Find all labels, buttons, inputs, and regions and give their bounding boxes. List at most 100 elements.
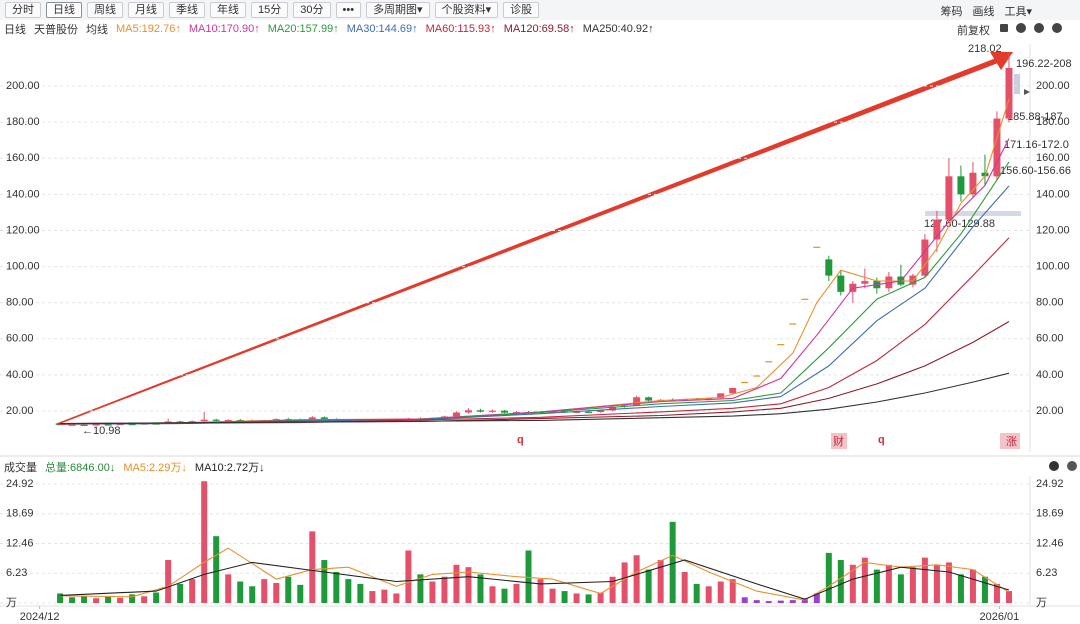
legend-entry: MA20:157.99↑	[267, 23, 339, 35]
candle-body	[56, 424, 64, 426]
volume-bar	[789, 600, 796, 603]
candle-body	[861, 281, 869, 284]
toolbar-button[interactable]: 画线	[972, 6, 995, 18]
volume-bar	[885, 564, 892, 603]
volume-bar	[237, 581, 244, 603]
candle-body	[957, 176, 965, 195]
candle-body	[945, 176, 953, 220]
volume-bar	[609, 576, 616, 603]
trend-arrow	[55, 58, 998, 425]
y-tick-label: 100.00	[6, 260, 40, 272]
volume-bar	[897, 574, 904, 603]
annotation: 171.16-172.0	[1004, 139, 1069, 151]
tab[interactable]: 个股资料▾	[434, 2, 499, 18]
volume-bar	[153, 592, 160, 603]
tab[interactable]: 分时	[5, 2, 41, 18]
volume-bar	[501, 588, 508, 603]
tab[interactable]: 季线	[169, 2, 205, 18]
volume-bar	[873, 569, 880, 603]
y-tick-label-right: 12.46	[1036, 537, 1064, 549]
volume-bar	[933, 564, 940, 603]
volume-bar	[345, 579, 352, 603]
candle-body	[464, 410, 472, 413]
settings-icon[interactable]	[1067, 461, 1077, 471]
volume-bar	[141, 596, 148, 603]
settings-icon[interactable]	[1052, 23, 1062, 33]
volume-bar	[969, 569, 976, 603]
y-tick-label: 140.00	[6, 188, 40, 200]
volume-bar	[981, 576, 988, 603]
annotation: 196.22-208	[1016, 58, 1072, 70]
candle-body	[116, 424, 124, 426]
volume-bar	[537, 579, 544, 603]
candle-body	[224, 420, 232, 422]
volume-bar	[465, 567, 472, 603]
y-tick-label: 200.00	[6, 80, 40, 92]
candle-body	[573, 411, 581, 413]
candle-body	[981, 172, 989, 177]
y-tick-label: 6.23	[6, 567, 27, 579]
legend: 日线 天普股份 均线 MA5:192.76↑ MA10:170.90↑ MA20:1…	[4, 21, 654, 37]
volume-bar	[561, 591, 568, 603]
candle-body	[969, 172, 977, 195]
tab[interactable]: 15分	[251, 2, 289, 18]
price-pointer	[1024, 89, 1030, 95]
event-marker: q	[878, 434, 885, 446]
tab[interactable]: 诊股	[503, 2, 540, 18]
tab[interactable]: 年线	[210, 2, 246, 18]
ma-line	[60, 547, 1010, 601]
y-tick-label-right: 100.00	[1036, 260, 1070, 272]
stock-name: 天普股份	[34, 24, 78, 36]
zoom-in-icon[interactable]	[1016, 23, 1026, 33]
y-tick-label-right: 160.00	[1036, 152, 1070, 164]
volume-bar	[729, 579, 736, 603]
volume-bar	[585, 594, 592, 603]
candle-body	[320, 417, 328, 419]
y-tick-label: 180.00	[6, 116, 40, 128]
volume-bar	[393, 593, 400, 603]
tab[interactable]: 30分	[293, 2, 331, 18]
tab[interactable]: 多周期图▾	[366, 2, 430, 18]
adjust-button[interactable]: 前复权	[957, 25, 990, 37]
tab[interactable]: 日线	[46, 2, 82, 18]
legend-entry: MA5:192.76↑	[116, 23, 181, 35]
candle-body	[176, 421, 184, 423]
volume-bar	[225, 574, 232, 603]
toolbar-button[interactable]: 筹码	[940, 6, 963, 18]
candle-body	[200, 419, 208, 422]
volume-bar	[81, 595, 88, 603]
volume-bar	[177, 583, 184, 603]
volume-bar	[765, 601, 772, 603]
volume-bar	[813, 593, 820, 603]
ma-line	[60, 321, 1010, 425]
volume-bar	[1005, 591, 1012, 603]
candle-body	[92, 424, 100, 426]
lock-icon[interactable]	[1000, 24, 1008, 32]
zoom-out-icon[interactable]	[1034, 23, 1044, 33]
volume-bar	[189, 579, 196, 603]
toolbar-button[interactable]: 工具▾	[1004, 6, 1032, 18]
tab[interactable]: 周线	[87, 2, 123, 18]
annotation: 185.88-187	[1007, 111, 1063, 123]
candle-body	[80, 424, 88, 426]
y-tick-label-right: 20.00	[1036, 405, 1064, 417]
volume-bar	[93, 598, 100, 603]
volume-bar	[201, 481, 208, 603]
annotation: 218.02	[968, 43, 1002, 55]
candle-body	[837, 275, 845, 292]
volume-bar	[513, 583, 520, 603]
range-bar	[925, 211, 1021, 216]
volume-bar	[597, 592, 604, 603]
volume-legend: 成交量 总量:6846.00↓ MA5:2.29万↓ MA10:2.72万↓	[4, 459, 265, 475]
volume-bar	[309, 531, 316, 603]
ma-line	[60, 372, 1010, 425]
volume-bar	[705, 586, 712, 603]
volume-bar	[621, 562, 628, 603]
y-tick-label-right: 40.00	[1036, 369, 1064, 381]
tab[interactable]: •••	[335, 2, 362, 18]
volume-total: 总量:6846.00↓	[45, 462, 116, 474]
tab[interactable]: 月线	[128, 2, 164, 18]
close-icon[interactable]	[1049, 461, 1059, 471]
event-marker-box	[1000, 433, 1020, 449]
